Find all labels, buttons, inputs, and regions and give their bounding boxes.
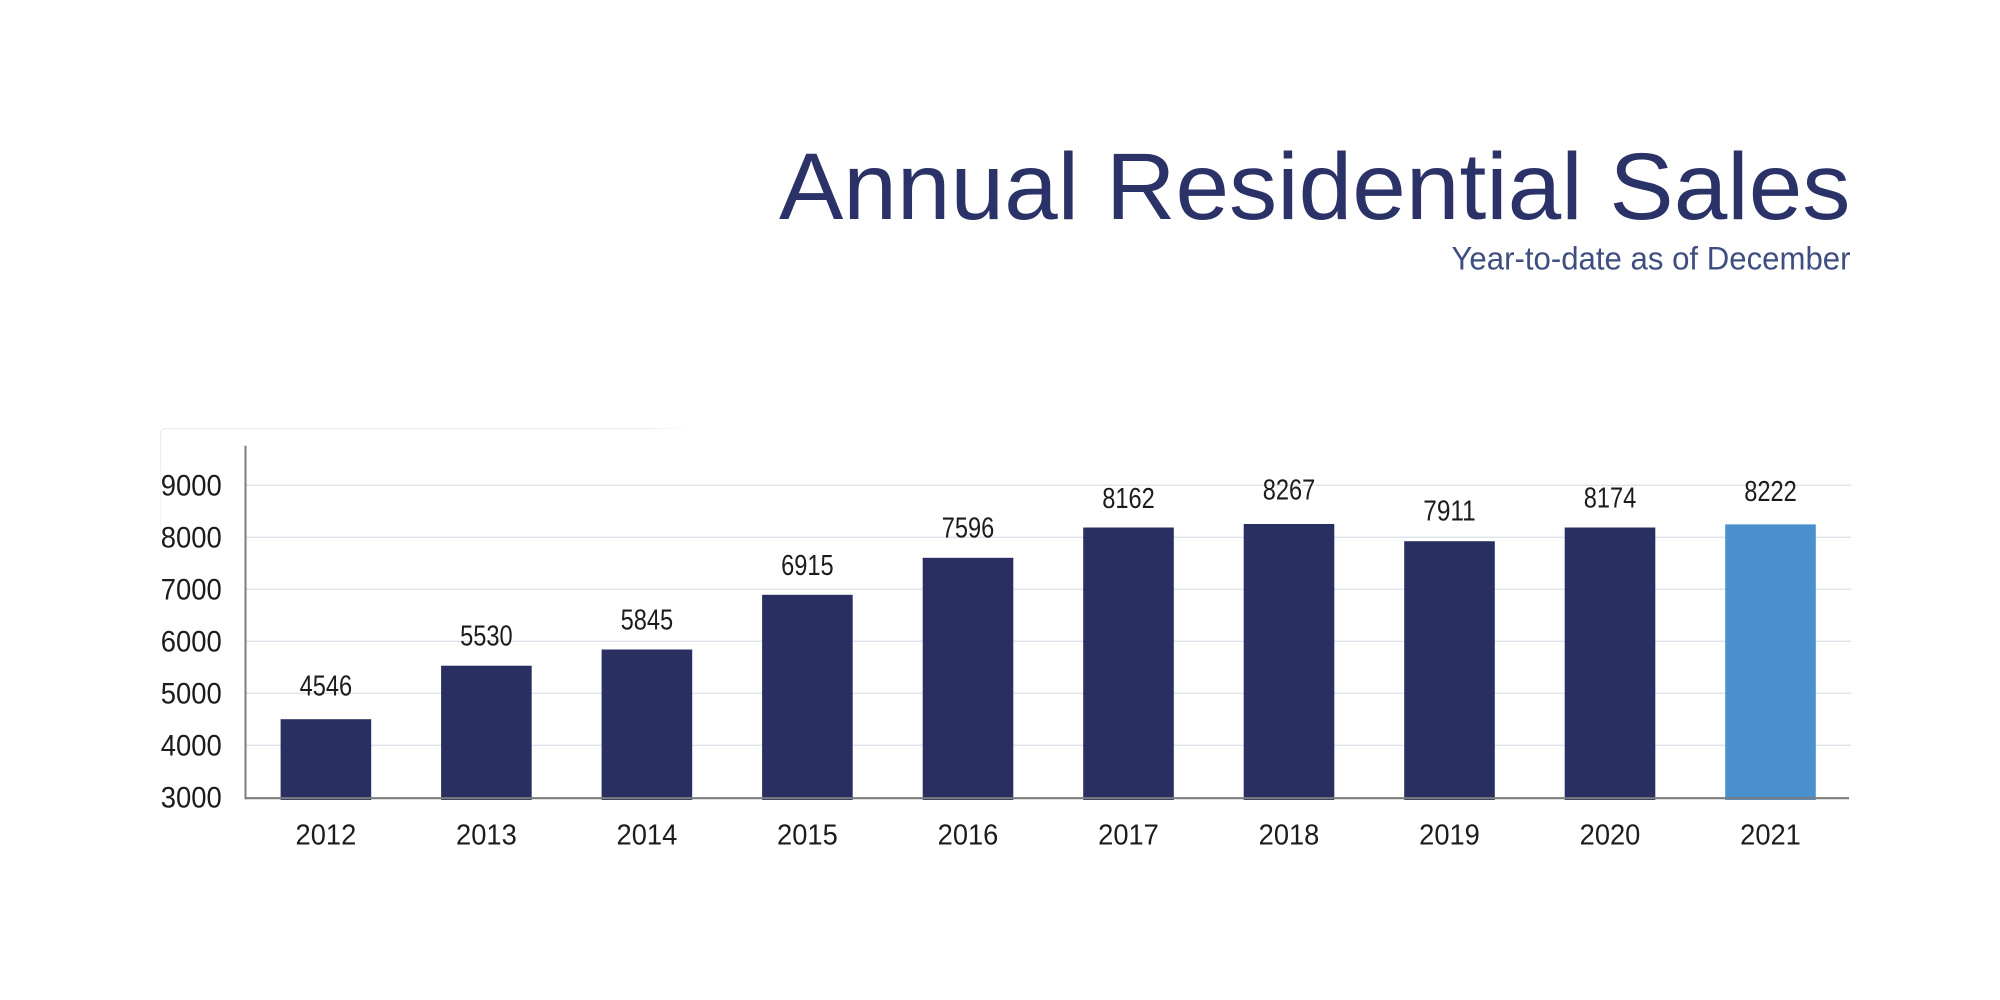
svg-text:9000: 9000 bbox=[161, 470, 222, 503]
svg-text:5845: 5845 bbox=[621, 604, 674, 636]
svg-text:4000: 4000 bbox=[161, 730, 222, 763]
svg-text:7911: 7911 bbox=[1423, 496, 1476, 528]
svg-text:2020: 2020 bbox=[1580, 820, 1641, 852]
svg-text:8162: 8162 bbox=[1102, 483, 1155, 515]
svg-text:2019: 2019 bbox=[1419, 820, 1480, 852]
svg-text:8222: 8222 bbox=[1744, 476, 1797, 508]
svg-text:7596: 7596 bbox=[942, 513, 995, 545]
svg-text:6915: 6915 bbox=[781, 550, 834, 582]
svg-text:2014: 2014 bbox=[617, 820, 678, 852]
svg-text:2016: 2016 bbox=[938, 820, 999, 852]
svg-text:4546: 4546 bbox=[300, 671, 353, 703]
svg-text:2021: 2021 bbox=[1740, 820, 1801, 852]
svg-text:2013: 2013 bbox=[456, 820, 517, 852]
svg-text:8267: 8267 bbox=[1263, 475, 1316, 507]
svg-text:8000: 8000 bbox=[161, 522, 222, 555]
svg-text:5000: 5000 bbox=[161, 678, 222, 711]
svg-text:2015: 2015 bbox=[777, 820, 838, 852]
svg-text:8174: 8174 bbox=[1584, 483, 1637, 515]
svg-text:6000: 6000 bbox=[161, 626, 222, 659]
svg-text:2018: 2018 bbox=[1259, 820, 1320, 852]
svg-text:3000: 3000 bbox=[161, 782, 222, 815]
svg-text:5530: 5530 bbox=[460, 621, 513, 653]
svg-text:2017: 2017 bbox=[1098, 820, 1159, 852]
svg-text:Year-to-date as of December: Year-to-date as of December bbox=[1452, 241, 1851, 277]
svg-text:7000: 7000 bbox=[161, 574, 222, 607]
svg-text:2012: 2012 bbox=[296, 820, 357, 852]
svg-text:Annual Residential Sales: Annual Residential Sales bbox=[779, 134, 1851, 240]
